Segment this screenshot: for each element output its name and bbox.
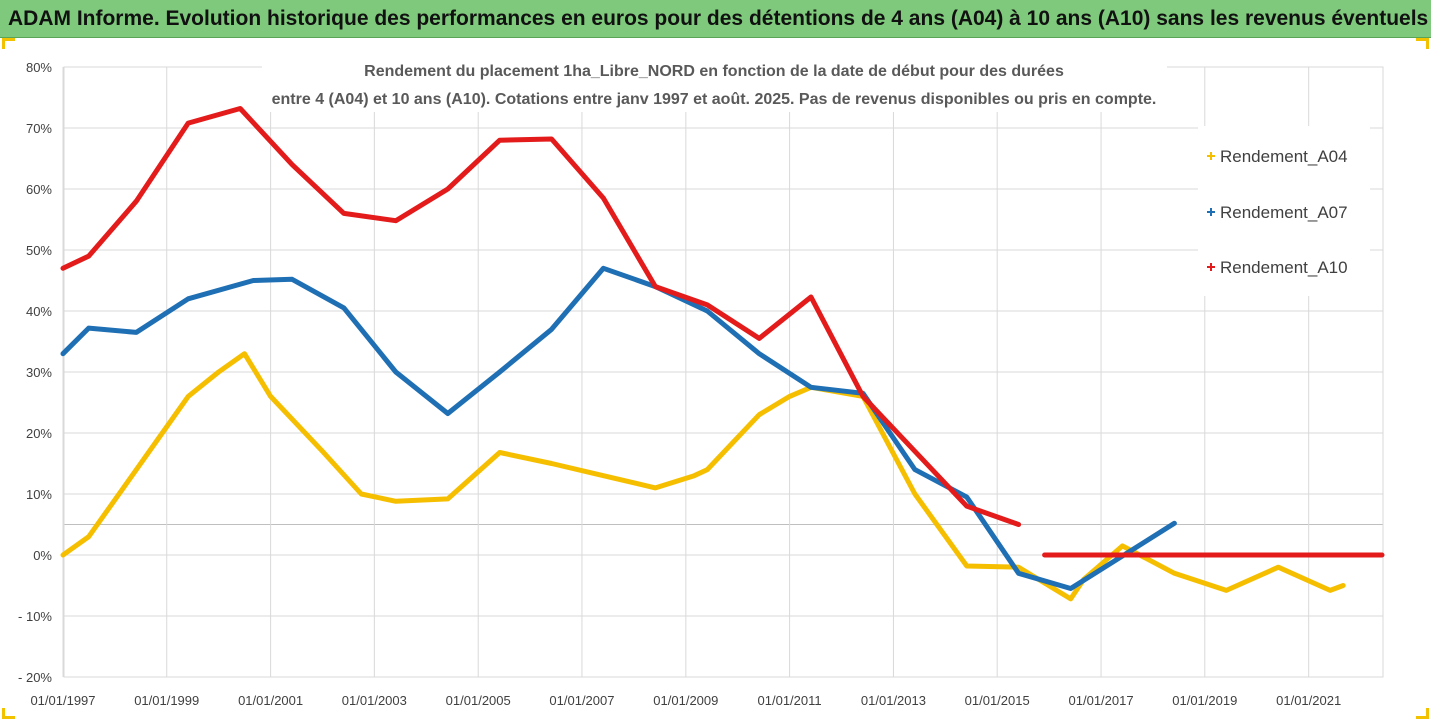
legend-label: Rendement_A10 (1220, 258, 1348, 277)
x-tick-label: 01/01/2019 (1172, 693, 1237, 708)
x-tick-label: 01/01/1999 (134, 693, 199, 708)
corner-mark-top-left (2, 38, 15, 49)
performance-line-chart: - 20% - 10% 0% 10% 20% 30% 40% 50% 60% 70% 80% 01/0… (18, 52, 1385, 708)
x-tick-label: 01/01/2001 (238, 693, 303, 708)
corner-mark-top-right (1416, 38, 1429, 49)
y-tick-label: - 20% (18, 670, 52, 685)
y-tick-label: 30% (26, 365, 52, 380)
chart-title-line: entre 4 (A04) et 10 ans (A10). Cotations… (272, 91, 1157, 108)
x-tick-label: 01/01/1997 (30, 693, 95, 708)
axis-layer: - 20% - 10% 0% 10% 20% 30% 40% 50% 60% 70% 80% 01/0… (18, 60, 1341, 708)
y-tick-label: 80% (26, 60, 52, 75)
legend-label: Rendement_A07 (1220, 203, 1348, 222)
grid-layer (62, 66, 1384, 678)
y-tick-label: 0% (33, 548, 52, 563)
corner-mark-bottom-right (1416, 708, 1429, 719)
y-tick-label: 50% (26, 243, 52, 258)
chart-title: Rendement du placement 1ha_Libre_NORD en… (262, 52, 1167, 112)
series-line-rendement-a07 (60, 265, 1177, 591)
y-tick-label: 10% (26, 487, 52, 502)
x-tick-label: 01/01/2017 (1069, 693, 1134, 708)
x-tick-label: 01/01/2021 (1276, 693, 1341, 708)
y-tick-label: 60% (26, 182, 52, 197)
page-title: ADAM Informe. Evolution historique des p… (8, 7, 1429, 30)
x-tick-label: 01/01/2009 (653, 693, 718, 708)
series-line-rendement-a10 (60, 106, 1022, 527)
x-tick-label: 01/01/2011 (758, 693, 822, 708)
series-line-rendement-a04 (60, 351, 1346, 602)
x-tick-label: 01/01/2015 (965, 693, 1030, 708)
x-tick-label: 01/01/2007 (549, 693, 614, 708)
series-layer (60, 106, 1385, 602)
chart-title-line: Rendement du placement 1ha_Libre_NORD en… (364, 63, 1064, 80)
x-tick-label: 01/01/2005 (446, 693, 511, 708)
x-tick-label: 01/01/2013 (861, 693, 926, 708)
legend: Rendement_A04 Rendement_A07 Rendement_A10 (1198, 126, 1370, 296)
x-tick-label: 01/01/2003 (342, 693, 407, 708)
page-title-banner: ADAM Informe. Evolution historique des p… (0, 0, 1431, 38)
legend-background (1198, 126, 1370, 296)
y-tick-label: - 10% (18, 609, 52, 624)
chart-title-background (262, 52, 1167, 112)
legend-label: Rendement_A04 (1220, 147, 1348, 166)
y-tick-label: 20% (26, 426, 52, 441)
y-tick-label: 70% (26, 121, 52, 136)
corner-mark-bottom-left (2, 708, 15, 719)
y-tick-label: 40% (26, 304, 52, 319)
